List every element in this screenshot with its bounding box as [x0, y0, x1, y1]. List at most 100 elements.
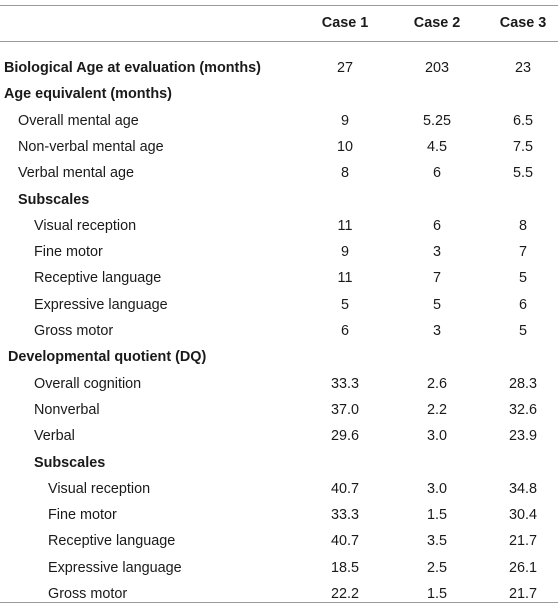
header-rule	[0, 41, 558, 42]
cell-case-3: 6	[518, 296, 527, 313]
cell-case-3: 32.6	[508, 401, 537, 418]
cell-case-2: 7	[432, 270, 441, 287]
row-label: Developmental quotient (DQ)	[8, 349, 207, 366]
table-row: Expressive language 18.5 2.5 26.1	[0, 555, 558, 581]
cell-case-1: 11	[337, 217, 353, 234]
table-row: Verbal 29.6 3.0 23.9	[0, 423, 558, 449]
row-label: Overall mental age	[18, 112, 139, 129]
cell-case-1: 6	[340, 323, 349, 339]
cell-case-3: 23	[514, 60, 531, 76]
cell-case-1: 18.5	[330, 559, 359, 576]
cell-case-3: 21.7	[508, 586, 537, 602]
cell-case-3: 8	[518, 217, 527, 234]
cell-case-1: 40.7	[330, 533, 359, 550]
bottom-rule	[0, 602, 558, 603]
cell-case-2: 1.5	[426, 507, 447, 524]
table-row: Developmental quotient (DQ)	[0, 344, 558, 370]
row-label: Visual reception	[48, 480, 151, 497]
cell-case-3: 30.4	[508, 507, 537, 524]
top-rule	[0, 5, 558, 6]
cell-case-3: 5.5	[512, 165, 533, 182]
row-label: Receptive language	[34, 270, 162, 287]
cell-case-3: 26.1	[508, 559, 537, 576]
cell-case-3: 28.3	[508, 375, 537, 392]
row-label: Gross motor	[34, 323, 114, 339]
table-row: Visual reception 11 6 8	[0, 213, 558, 239]
cell-case-1: 33.3	[330, 375, 359, 392]
cell-case-2: 6	[432, 217, 441, 234]
cell-case-3: 34.8	[508, 480, 537, 497]
table-row: Subscales	[0, 187, 558, 213]
cell-case-3: 5	[518, 323, 527, 339]
row-label: Verbal mental age	[18, 165, 135, 182]
row-label: Gross motor	[48, 586, 128, 602]
header-case-2: Case 2	[413, 15, 461, 31]
cell-case-2: 2.2	[426, 401, 447, 418]
header-case-1: Case 1	[321, 15, 369, 31]
cell-case-2: 6	[432, 165, 441, 182]
cell-case-1: 27	[336, 60, 353, 76]
cell-case-2: 5	[432, 296, 441, 313]
table-row: Gross motor 6 3 5	[0, 318, 558, 344]
cell-case-2: 3.5	[426, 533, 447, 550]
table-row: Receptive language 40.7 3.5 21.7	[0, 528, 558, 554]
cell-case-1: 22.2	[330, 586, 359, 602]
header-case-3: Case 3	[499, 15, 547, 31]
cell-case-2: 3.0	[426, 428, 447, 445]
table-row: Overall mental age 9 5.25 6.5	[0, 108, 558, 134]
cell-case-3: 21.7	[508, 533, 537, 550]
cell-case-2: 4.5	[426, 138, 447, 155]
cell-case-3: 7	[518, 244, 527, 261]
table-row: Gross motor 22.2 1.5 21.7	[0, 581, 558, 607]
row-label: Overall cognition	[34, 375, 142, 392]
table-row: Biological Age at evaluation (months) 27 2…	[0, 55, 558, 81]
row-label: Expressive language	[48, 559, 182, 576]
cell-case-2: 2.5	[426, 559, 447, 576]
cell-case-1: 10	[336, 138, 353, 155]
cell-case-3: 7.5	[512, 138, 533, 155]
cell-case-1: 40.7	[330, 480, 359, 497]
row-label: Receptive language	[48, 533, 176, 550]
row-label: Nonverbal	[34, 401, 100, 418]
cell-case-2: 3	[432, 244, 441, 261]
cell-case-1: 9	[340, 244, 349, 261]
cell-case-2: 1.5	[426, 586, 447, 602]
cell-case-2: 203	[424, 60, 449, 76]
cell-case-1: 29.6	[330, 428, 359, 445]
cell-case-1: 8	[340, 165, 349, 182]
table-row: Non-verbal mental age 10 4.5 7.5	[0, 134, 558, 160]
cell-case-2: 3.0	[426, 480, 447, 497]
row-label: Non-verbal mental age	[18, 138, 164, 155]
cell-case-2: 3	[432, 323, 441, 339]
cell-case-1: 5	[340, 296, 349, 313]
table-row: Verbal mental age 8 6 5.5	[0, 160, 558, 186]
row-label: Subscales	[18, 191, 90, 208]
header-row: Case 1 Case 2 Case 3	[0, 10, 558, 36]
row-label: Fine motor	[34, 244, 103, 261]
cell-case-1: 33.3	[330, 507, 359, 524]
row-label: Fine motor	[48, 507, 117, 524]
row-label: Subscales	[34, 454, 106, 471]
cell-case-2: 2.6	[426, 375, 447, 392]
table-row: Subscales	[0, 450, 558, 476]
cell-case-3: 5	[518, 270, 527, 287]
table-row: Fine motor 9 3 7	[0, 239, 558, 265]
cell-case-3: 6.5	[512, 112, 533, 129]
row-label: Visual reception	[34, 217, 137, 234]
cell-case-3: 23.9	[508, 428, 537, 445]
cell-case-2: 5.25	[422, 112, 451, 129]
table-row: Age equivalent (months)	[0, 81, 558, 107]
cell-case-1: 37.0	[330, 401, 359, 418]
table-row: Overall cognition 33.3 2.6 28.3	[0, 371, 558, 397]
row-label: Expressive language	[34, 296, 168, 313]
table-row: Receptive language 11 7 5	[0, 265, 558, 291]
cell-case-1: 11	[337, 270, 353, 287]
cell-case-1: 9	[340, 112, 349, 129]
table-row: Nonverbal 37.0 2.2 32.6	[0, 397, 558, 423]
table-row: Fine motor 33.3 1.5 30.4	[0, 502, 558, 528]
row-label: Biological Age at evaluation (months)	[4, 60, 261, 76]
table-row: Expressive language 5 5 6	[0, 292, 558, 318]
row-label: Verbal	[34, 428, 75, 445]
table-row: Visual reception 40.7 3.0 34.8	[0, 476, 558, 502]
